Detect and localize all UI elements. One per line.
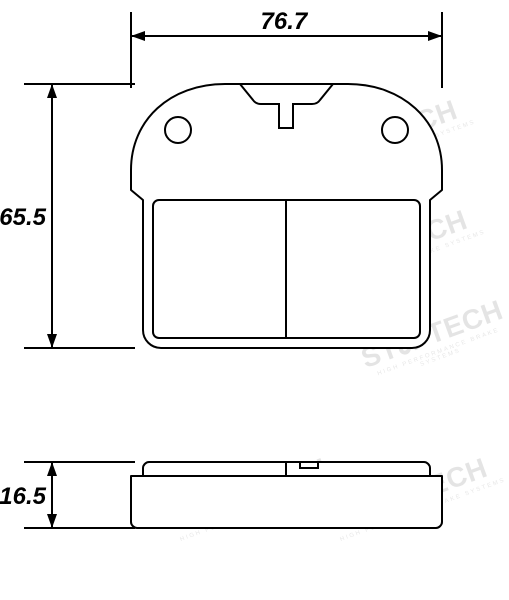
drawing-stage: STPTECHHIGH PERFORMANCE BRAKE SYSTEMSSTP… — [0, 0, 509, 600]
dimension-width-label: 76.7 — [261, 8, 308, 36]
dimension-thickness-label: 16.5 — [0, 483, 46, 511]
dimension-height-label: 65.5 — [0, 204, 46, 232]
technical-drawing-svg — [0, 0, 509, 600]
